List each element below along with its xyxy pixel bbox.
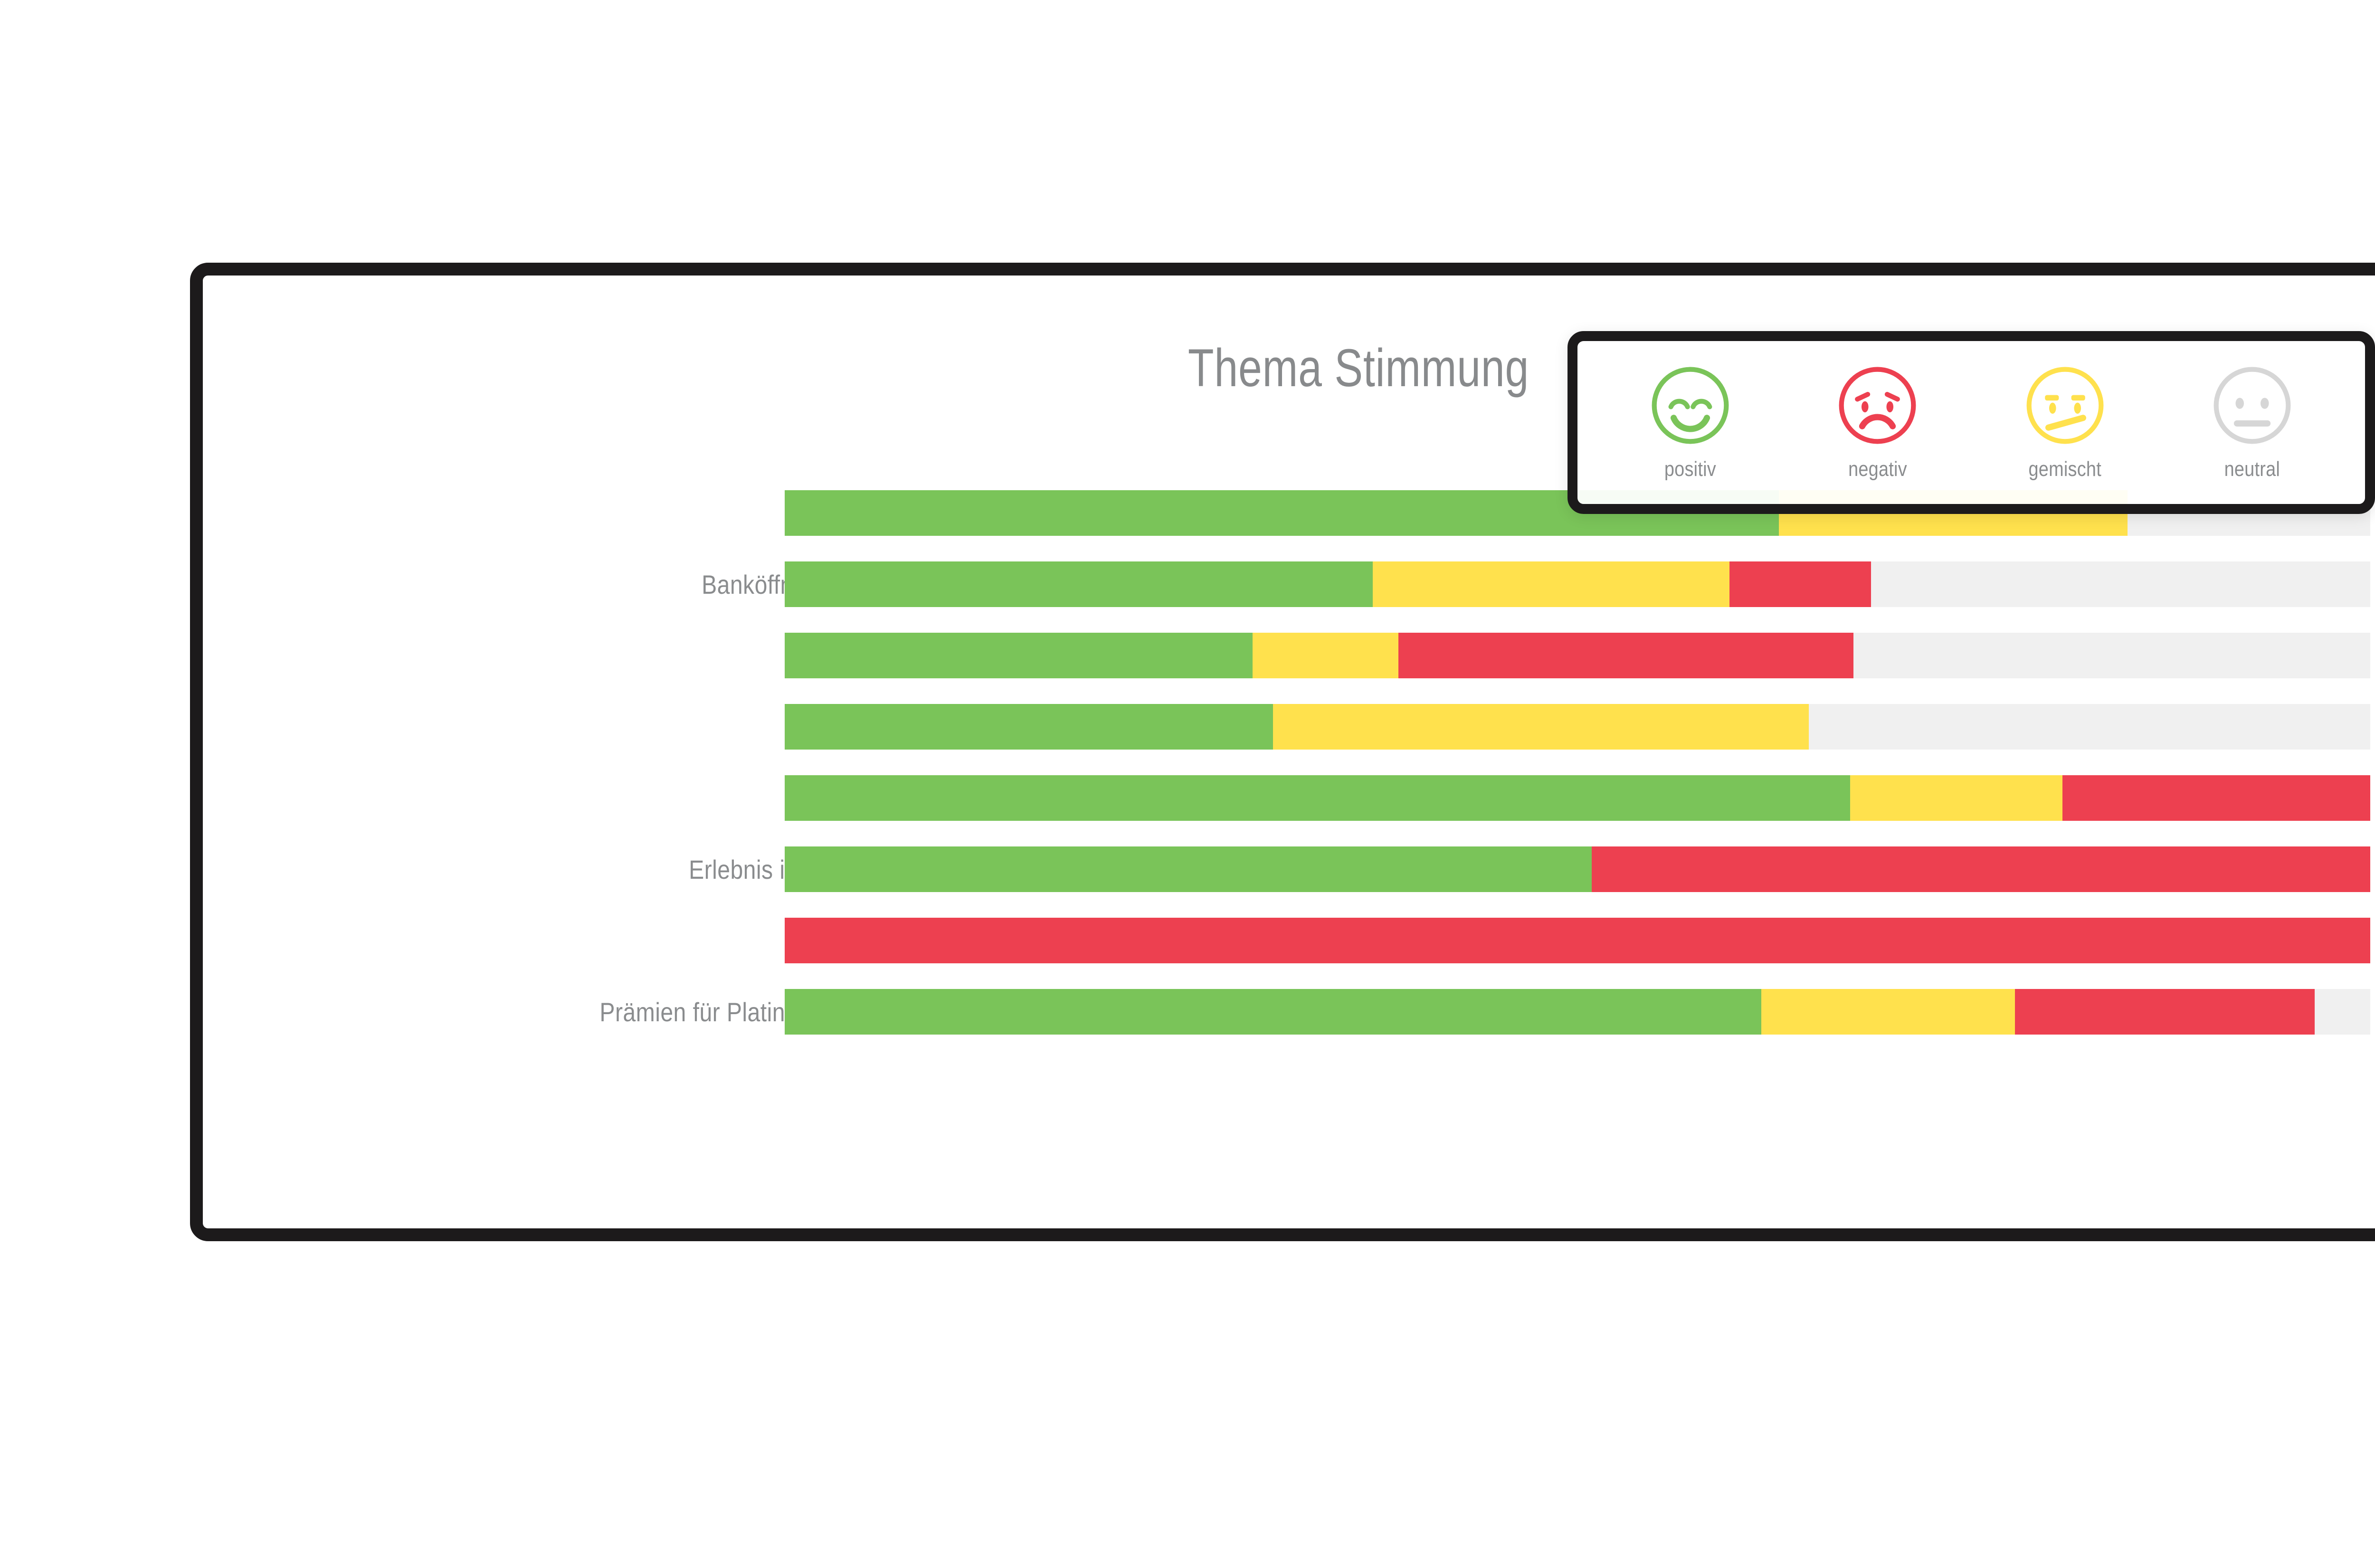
- legend-item-gemischt[interactable]: gemischt: [1975, 364, 2155, 481]
- bar-track: [785, 704, 2370, 750]
- smiley-positive-icon: [1652, 367, 1729, 444]
- bar-segment-negativ[interactable]: [785, 918, 2370, 963]
- page-title: Thema Stimmung: [1188, 338, 1530, 398]
- bar-segment-positiv[interactable]: [785, 846, 1592, 892]
- smiley-negative-icon: [1839, 367, 1916, 444]
- bar-track: [785, 846, 2370, 892]
- chart-row: Online: [203, 905, 2375, 976]
- bar-track: [785, 561, 2370, 607]
- legend-label: gemischt: [2028, 457, 2101, 481]
- sentiment-legend-panel: positiv negativ gemischt neutral: [1568, 331, 2375, 514]
- bar-segment-gemischt[interactable]: [1252, 633, 1398, 678]
- chart-row: Prämien für Platin-Kreditkarte: [203, 976, 2375, 1047]
- bar-segment-positiv[interactable]: [785, 989, 1762, 1035]
- bar-segment-gemischt[interactable]: [1850, 775, 2063, 821]
- legend-item-neutral[interactable]: neutral: [2162, 364, 2342, 481]
- bar-segment-negativ[interactable]: [1592, 846, 2370, 892]
- bar-segment-gemischt[interactable]: [1761, 989, 2015, 1035]
- bar-segment-positiv[interactable]: [785, 561, 1373, 607]
- bar-segment-neutral[interactable]: [1809, 704, 2370, 750]
- smiley-mixed-icon: [2026, 367, 2104, 444]
- smiley-neutral-icon: [2214, 367, 2291, 444]
- bar-segment-negativ[interactable]: [1398, 633, 1853, 678]
- bar-segment-neutral[interactable]: [2315, 989, 2370, 1035]
- chart-row: Baukredit: [203, 762, 2375, 834]
- bar-segment-positiv[interactable]: [785, 633, 1253, 678]
- bar-segment-negativ[interactable]: [1729, 561, 1871, 607]
- bar-segment-positiv[interactable]: [785, 704, 1273, 750]
- bar-segment-negativ[interactable]: [2062, 775, 2370, 821]
- bar-segment-negativ[interactable]: [2015, 989, 2315, 1035]
- bar-track: [785, 775, 2370, 821]
- legend-label: neutral: [2224, 457, 2280, 481]
- chart-row: Erlebnis in der Filiale: [203, 834, 2375, 905]
- bar-segment-neutral[interactable]: [1871, 561, 2370, 607]
- bar-track: [785, 918, 2370, 963]
- chart-row: Autokredit: [203, 620, 2375, 691]
- legend-item-positiv[interactable]: positiv: [1600, 364, 1780, 481]
- bar-segment-neutral[interactable]: [1853, 633, 2370, 678]
- bar-track: [785, 989, 2370, 1035]
- legend-label: positiv: [1664, 457, 1716, 481]
- legend-item-negativ[interactable]: negativ: [1787, 364, 1967, 481]
- legend-label: negativ: [1848, 457, 1907, 481]
- bar-segment-gemischt[interactable]: [1373, 561, 1730, 607]
- chart-row: Banköffnungszeiten: [203, 549, 2375, 620]
- bar-segment-gemischt[interactable]: [1273, 704, 1809, 750]
- stacked-bar-chart: AppBanköffnungszeitenAutokreditGirokonte…: [203, 477, 2375, 1114]
- chart-row: Girokonten: [203, 691, 2375, 762]
- bar-track: [785, 633, 2370, 678]
- bar-segment-positiv[interactable]: [785, 775, 1851, 821]
